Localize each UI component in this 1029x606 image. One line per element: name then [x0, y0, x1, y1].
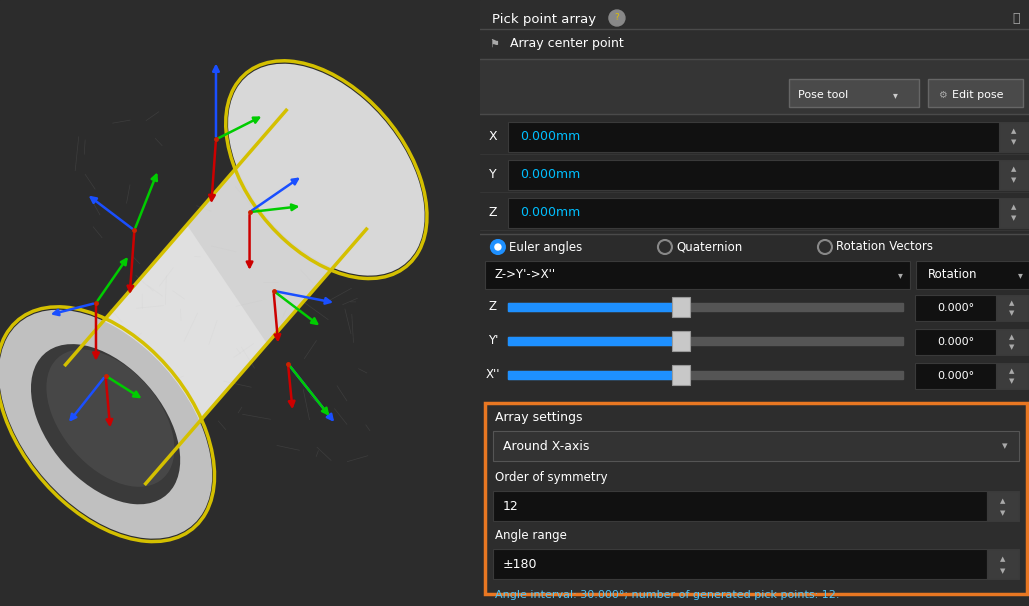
Text: Array settings: Array settings [495, 410, 582, 424]
Circle shape [658, 240, 672, 254]
Text: Y': Y' [488, 335, 498, 347]
Bar [508, 303, 903, 311]
Bar [480, 0, 1029, 29]
Text: ▲: ▲ [1009, 300, 1015, 306]
Text: ▾: ▾ [892, 90, 897, 100]
Bar [508, 371, 681, 379]
Bar [999, 198, 1029, 228]
Bar [999, 160, 1029, 190]
Bar [480, 29, 1029, 59]
Text: 👁: 👁 [1013, 12, 1020, 24]
Text: ±180: ±180 [503, 558, 537, 570]
Text: ▼: ▼ [1009, 310, 1015, 316]
Circle shape [495, 244, 501, 250]
Text: ▼: ▼ [1012, 139, 1017, 145]
Text: Order of symmetry: Order of symmetry [495, 470, 607, 484]
Bar [672, 365, 690, 385]
Text: Rotation Vectors: Rotation Vectors [836, 241, 933, 253]
Text: Angle interval: 30.000°; number of generated pick points: 12.: Angle interval: 30.000°; number of gener… [495, 590, 840, 600]
Text: Angle range: Angle range [495, 528, 567, 542]
Text: Euler angles: Euler angles [509, 241, 582, 253]
Bar [987, 549, 1019, 579]
Text: 0.000mm: 0.000mm [520, 168, 580, 182]
Text: ▼: ▼ [1000, 510, 1005, 516]
Text: ▼: ▼ [1009, 378, 1015, 384]
Text: ▲: ▲ [1000, 556, 1005, 562]
Text: Pick point array: Pick point array [492, 13, 596, 25]
Text: 0.000mm: 0.000mm [520, 207, 580, 219]
Circle shape [491, 240, 505, 254]
Bar [915, 329, 997, 355]
Bar [493, 491, 987, 521]
Bar [996, 329, 1028, 355]
Text: X'': X'' [486, 368, 500, 382]
Bar [999, 122, 1029, 152]
Text: 0.000mm: 0.000mm [520, 130, 580, 144]
Text: ⚙: ⚙ [938, 90, 947, 100]
Text: ⚑: ⚑ [489, 39, 499, 49]
Text: ▼: ▼ [1000, 568, 1005, 574]
Text: ▾: ▾ [897, 270, 902, 280]
Text: 0.000°: 0.000° [937, 337, 974, 347]
Text: X: X [489, 130, 497, 144]
Polygon shape [66, 110, 366, 484]
Bar [508, 337, 681, 345]
Bar [928, 79, 1023, 107]
Text: ▼: ▼ [1009, 344, 1015, 350]
Bar [508, 198, 1001, 228]
Bar [915, 363, 997, 389]
Text: Array center point: Array center point [510, 38, 624, 50]
Ellipse shape [46, 350, 174, 487]
Bar [996, 295, 1028, 321]
Text: ▲: ▲ [1012, 204, 1017, 210]
Bar [508, 337, 903, 345]
Bar [508, 303, 681, 311]
Bar [480, 59, 1029, 114]
Polygon shape [187, 110, 366, 344]
Circle shape [818, 240, 832, 254]
Text: Z: Z [489, 207, 497, 219]
Text: ▲: ▲ [1012, 166, 1017, 172]
Bar [789, 79, 919, 107]
Bar [493, 431, 1019, 461]
Text: ▾: ▾ [1002, 441, 1007, 451]
Bar [485, 261, 910, 289]
Bar [916, 261, 1029, 289]
Text: Quaternion: Quaternion [676, 241, 742, 253]
Text: Pose tool: Pose tool [797, 90, 848, 100]
Ellipse shape [31, 344, 180, 504]
Text: ▲: ▲ [1000, 498, 1005, 504]
Text: Z: Z [489, 301, 497, 313]
Bar [672, 331, 690, 351]
Ellipse shape [0, 310, 212, 539]
Text: Z->Y'->X'': Z->Y'->X'' [495, 268, 556, 282]
Bar [915, 295, 997, 321]
Text: ▲: ▲ [1009, 368, 1015, 374]
Bar [996, 363, 1028, 389]
Text: ▲: ▲ [1012, 128, 1017, 134]
Text: Around X-axis: Around X-axis [503, 439, 590, 453]
Text: ▼: ▼ [1012, 215, 1017, 221]
Circle shape [609, 10, 625, 26]
Bar [508, 160, 1001, 190]
Text: ▲: ▲ [1009, 334, 1015, 340]
Text: Y: Y [489, 168, 497, 182]
Ellipse shape [228, 64, 425, 276]
Bar [987, 491, 1019, 521]
Text: ?: ? [614, 13, 619, 22]
Bar [493, 549, 987, 579]
Bar [485, 403, 1027, 594]
Text: ▾: ▾ [1018, 270, 1023, 280]
Text: Rotation: Rotation [928, 268, 978, 282]
Text: 0.000°: 0.000° [937, 371, 974, 381]
Text: ▼: ▼ [1012, 177, 1017, 183]
Text: Edit pose: Edit pose [952, 90, 1003, 100]
Text: 0.000°: 0.000° [937, 303, 974, 313]
Bar [508, 371, 903, 379]
Bar [672, 297, 690, 317]
Text: 12: 12 [503, 499, 519, 513]
Bar [508, 122, 1001, 152]
